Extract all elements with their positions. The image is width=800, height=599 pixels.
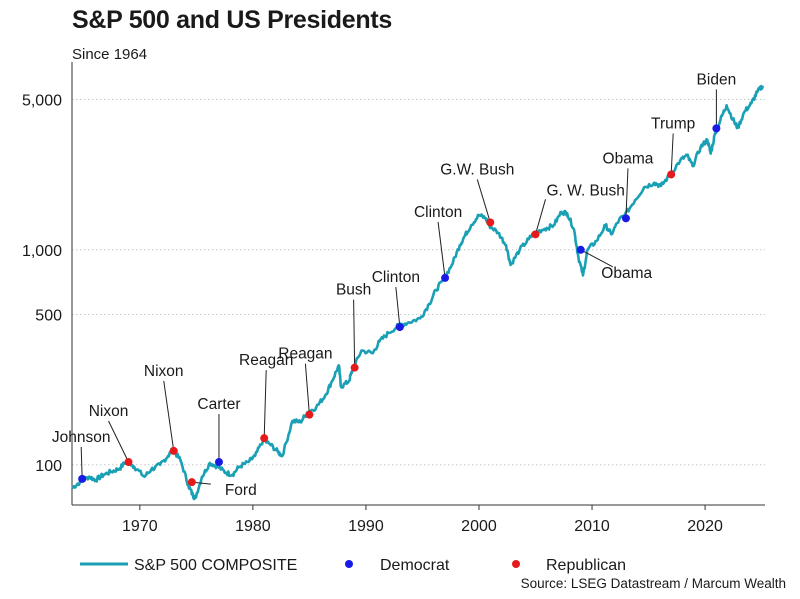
president-label: Obama [603, 150, 654, 167]
president-leader-line [535, 199, 546, 235]
president-marker-republican [350, 363, 359, 372]
x-tick-label: 2010 [574, 518, 610, 535]
legend-swatch-democrat [345, 560, 353, 568]
president-label: Nixon [144, 363, 184, 380]
y-tick-label: 100 [35, 458, 62, 475]
x-tick-label: 1990 [348, 518, 384, 535]
x-tick-label: 2020 [687, 518, 723, 535]
president-leader-line [395, 287, 401, 328]
president-marker-democrat [441, 273, 450, 282]
president-leader-line [625, 168, 629, 219]
president-marker-democrat [395, 323, 404, 332]
president-marker-republican [486, 218, 495, 227]
x-tick-label: 1970 [122, 518, 158, 535]
president-leader-line [670, 133, 674, 175]
president-marker-democrat [214, 458, 223, 467]
president-label: G.W. Bush [440, 161, 514, 178]
source-note: Source: LSEG Datastream / Marcum Wealth [520, 576, 786, 591]
president-marker-democrat [712, 124, 721, 133]
axes: 100 500 1,000 5,000 1970 1980 1990 2000 2010 2020 [22, 62, 765, 535]
chart-title: S&P 500 and US Presidents [72, 6, 392, 34]
y-tick-label: 1,000 [22, 243, 62, 260]
series-layer [71, 84, 764, 501]
president-markers [78, 124, 721, 487]
president-marker-republican [169, 446, 178, 455]
president-leader-line [80, 446, 83, 479]
president-label: Reagan [278, 346, 332, 363]
president-marker-republican [124, 458, 133, 467]
president-marker-republican [260, 434, 269, 443]
president-label: Trump [651, 115, 695, 132]
president-label: Clinton [414, 204, 462, 221]
president-label: Nixon [89, 403, 129, 420]
legend: S&P 500 COMPOSITE Democrat Republican [80, 557, 626, 574]
president-leader-line [353, 299, 356, 368]
president-marker-democrat [78, 474, 87, 483]
president-label: Ford [225, 482, 257, 499]
president-leader-line [476, 179, 491, 223]
president-leader-line [263, 370, 267, 439]
legend-label: Democrat [380, 557, 450, 574]
sp500-series-line [71, 84, 764, 501]
president-marker-republican [667, 170, 676, 179]
president-label: G. W. Bush [547, 182, 625, 199]
president-leader-line [304, 363, 310, 415]
president-leader-line [437, 221, 446, 278]
president-marker-democrat [576, 245, 585, 254]
president-label: Obama [601, 265, 652, 282]
president-marker-republican [305, 410, 314, 419]
president-leader-line [108, 420, 129, 463]
x-tick-label: 2000 [461, 518, 497, 535]
legend-label: S&P 500 COMPOSITE [134, 557, 297, 574]
president-label: Biden [697, 71, 737, 88]
president-label: Bush [336, 282, 371, 299]
y-tick-label: 500 [35, 307, 62, 324]
president-label: Carter [197, 396, 240, 413]
x-tick-label: 1980 [235, 518, 271, 535]
gridlines [72, 98, 765, 466]
president-leaders [80, 89, 717, 485]
president-marker-republican [531, 230, 540, 239]
president-label: Reagan [239, 352, 293, 369]
chart-subtitle: Since 1964 [72, 46, 148, 63]
president-label: Johnson [52, 429, 111, 446]
president-marker-democrat [621, 214, 630, 223]
y-tick-label: 5,000 [22, 92, 62, 109]
legend-swatch-republican [512, 560, 520, 568]
president-leader-line [580, 249, 613, 268]
president-marker-republican [187, 478, 196, 487]
president-leader-line [163, 380, 175, 451]
president-label: Clinton [372, 269, 420, 286]
legend-label: Republican [546, 557, 626, 574]
